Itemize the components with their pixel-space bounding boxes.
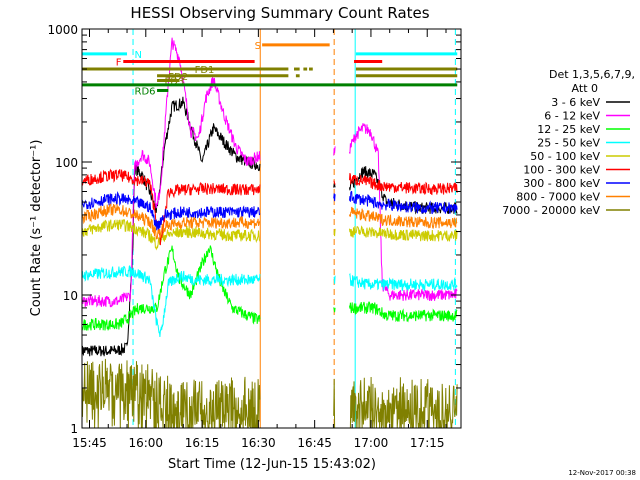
y-axis: 1 10 100 1000 (47, 23, 461, 436)
y-tick-label-2: 100 (55, 156, 78, 170)
series-line-1-0 (81, 37, 261, 308)
y-tick-label-3: 1000 (47, 23, 78, 37)
series-line-4-2 (349, 225, 458, 242)
flag-label-2: F (116, 57, 122, 68)
flag-label-1: S (255, 41, 261, 52)
chart-title: HESSI Observing Summary Count Rates (130, 4, 429, 22)
series-line-6-2 (349, 190, 458, 215)
flag-label-7: RD6 (135, 86, 156, 97)
legend-label-4: 50 - 100 keV (530, 150, 600, 163)
legend-label-5: 100 - 300 keV (523, 164, 600, 177)
legend-label-8: 7000 - 20000 keV (502, 204, 600, 217)
x-tick-label-2: 16:15 (185, 436, 220, 450)
y-tick-label-0: 1 (70, 422, 78, 436)
flag-label-0: N (135, 50, 142, 61)
series-line-5-0 (81, 168, 261, 246)
x-axis: 15:45 16:00 16:15 16:30 16:45 17:00 17:15 (72, 29, 447, 450)
series-line-1-2 (349, 123, 458, 302)
x-tick-label-6: 17:15 (410, 436, 445, 450)
series-line-3-1 (333, 275, 336, 284)
legend-header-line-1: Det 1,3,5,6,7,9, (549, 68, 635, 81)
series-line-5-2 (349, 173, 458, 196)
series-line-1-1 (333, 146, 336, 156)
flag-label-3: FD1 (195, 65, 215, 76)
x-tick-label-1: 16:00 (128, 436, 163, 450)
series-line-7-2 (349, 206, 458, 229)
legend-label-6: 300 - 800 keV (523, 177, 600, 190)
series-line-6-0 (81, 191, 261, 231)
flag-label-5: FD3 (165, 76, 185, 87)
legend-label-1: 6 - 12 keV (544, 110, 600, 123)
series-line-0-0 (81, 96, 261, 357)
x-tick-label-5: 17:00 (354, 436, 389, 450)
series-line-7-0 (81, 203, 261, 240)
series-line-2-0 (81, 245, 261, 331)
series-line-4-1 (333, 228, 336, 237)
series-line-8-2 (349, 376, 458, 429)
legend-label-3: 25 - 50 keV (537, 137, 600, 150)
y-axis-label: Count Rate (s⁻¹ detector⁻¹) (29, 140, 44, 317)
series-line-2-2 (349, 301, 458, 323)
legend-label-0: 3 - 6 keV (551, 96, 600, 109)
series-line-4-0 (81, 219, 261, 251)
series-line-5-1 (333, 180, 336, 185)
x-tick-label-0: 15:45 (72, 436, 107, 450)
series-line-8-0 (81, 358, 261, 429)
footer-timestamp: 12-Nov-2017 00:38 (568, 469, 636, 477)
x-tick-label-4: 16:45 (297, 436, 332, 450)
plot-frame (81, 28, 462, 429)
series-line-6-1 (333, 193, 336, 202)
series-line-3-2 (349, 272, 458, 292)
legend-label-2: 12 - 25 keV (537, 123, 600, 136)
legend-header-line-2: Att 0 (572, 82, 598, 95)
y-tick-label-1: 10 (63, 289, 78, 303)
flag-label-4: FD2 (168, 72, 188, 83)
legend-label-7: 800 - 7000 keV (516, 191, 600, 204)
x-tick-label-3: 16:30 (241, 436, 276, 450)
series-line-2-1 (333, 307, 336, 313)
series-line-3-0 (81, 265, 261, 338)
series-line-7-1 (333, 209, 336, 214)
x-axis-label: Start Time (12-Jun-15 15:43:02) (168, 457, 376, 472)
